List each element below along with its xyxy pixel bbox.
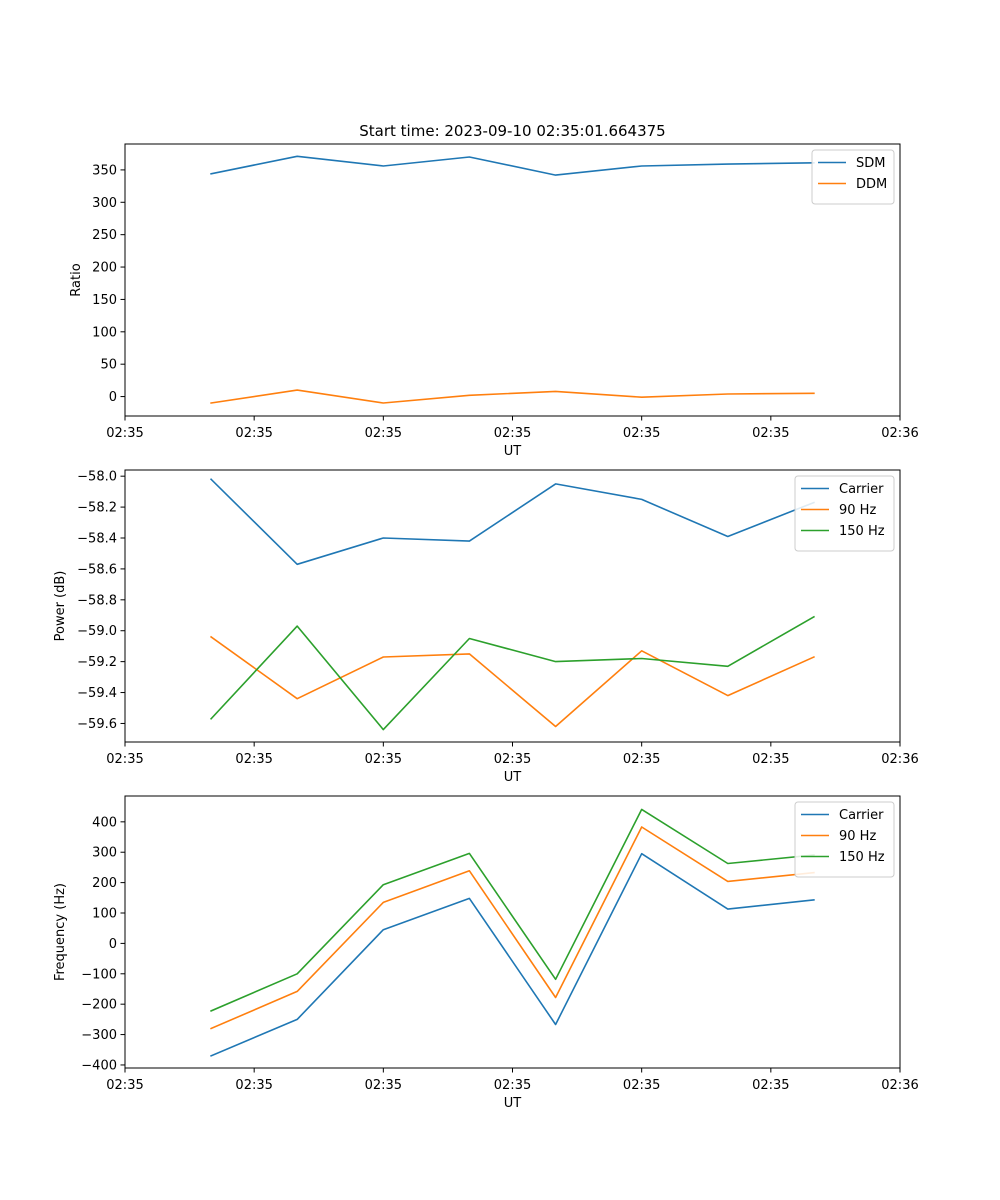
x-axis-label: UT — [504, 1096, 522, 1111]
x-tick-label: 02:35 — [235, 1078, 272, 1093]
legend-box — [811, 149, 895, 205]
x-axis-label: UT — [504, 770, 522, 785]
x-tick-label: 02:35 — [752, 426, 789, 441]
y-tick-label: 100 — [92, 325, 117, 340]
axes-frame — [124, 795, 901, 1069]
y-tick-label: −300 — [81, 1028, 117, 1043]
y-tick-label: 0 — [109, 937, 117, 952]
chart-panels: 02:35 02:35 02:35 02:35 02:35 02:35 02:36 0 50 10… — [53, 143, 919, 1111]
legend-label: 90 Hz — [839, 503, 876, 518]
series-line-90-hz — [210, 826, 815, 1030]
y-tick-label: −59.4 — [77, 686, 117, 701]
legend-label: Carrier — [839, 482, 884, 497]
x-tick-label: 02:35 — [365, 426, 402, 441]
y-tick-label: −200 — [81, 998, 117, 1013]
x-tick-label: 02:35 — [365, 752, 402, 767]
legend-label: Carrier — [839, 808, 884, 823]
y-axis-label: Frequency (Hz) — [53, 883, 68, 981]
series-line-carrier — [209, 478, 815, 566]
y-tick-label: 200 — [92, 261, 117, 276]
y-tick-label: 150 — [92, 293, 117, 308]
x-tick-label: 02:35 — [235, 426, 272, 441]
series-lines — [210, 808, 815, 1057]
x-tick-label: 02:35 — [235, 752, 272, 767]
y-tick-label: 250 — [92, 228, 117, 243]
y-tick-label: 50 — [100, 358, 117, 373]
legend-label: 150 Hz — [839, 850, 885, 865]
legend-label: 150 Hz — [839, 524, 885, 539]
legend-label: SDM — [856, 156, 885, 171]
x-tick-label: 02:36 — [881, 752, 918, 767]
x-ticks: 02:35 02:35 02:35 02:35 02:35 02:35 02:36 — [106, 1068, 919, 1093]
legend: Carrier 90 Hz 150 Hz — [794, 475, 895, 552]
y-ticks: 0 50 100 150 200 250 300 350 — [92, 163, 125, 405]
series-line-carrier — [210, 852, 815, 1057]
y-ticks: −400 −300 −200 −100 0 100 200 300 400 — [81, 815, 125, 1073]
y-tick-label: −58.2 — [77, 501, 117, 516]
y-tick-label: −59.6 — [77, 717, 117, 732]
y-tick-label: −58.6 — [77, 562, 117, 577]
y-tick-label: −59.0 — [77, 624, 117, 639]
y-axis-label: Power (dB) — [53, 571, 68, 642]
series-lines — [209, 478, 815, 731]
y-tick-label: −59.2 — [77, 655, 117, 670]
x-tick-label: 02:35 — [623, 1078, 660, 1093]
axes-frame — [124, 469, 901, 743]
x-tick-label: 02:35 — [494, 1078, 531, 1093]
y-tick-label: 300 — [92, 196, 117, 211]
x-tick-label: 02:35 — [752, 1078, 789, 1093]
x-tick-label: 02:35 — [623, 752, 660, 767]
x-tick-label: 02:35 — [752, 752, 789, 767]
series-line-150-hz — [210, 808, 815, 1012]
y-tick-label: 100 — [92, 907, 117, 922]
axes-frame — [124, 143, 901, 417]
chart-panel-3: 02:35 02:35 02:35 02:35 02:35 02:35 02:36−400−… — [53, 795, 919, 1111]
y-ticks: −58.0 −58.2 −58.4 −58.6 −58.8 −59.0 −59.2 −59.4… — [77, 470, 125, 732]
x-ticks: 02:35 02:35 02:35 02:35 02:35 02:35 02:36 — [106, 742, 919, 767]
y-tick-label: −100 — [81, 967, 117, 982]
y-tick-label: 200 — [92, 876, 117, 891]
x-tick-label: 02:35 — [106, 1078, 143, 1093]
y-tick-label: 300 — [92, 846, 117, 861]
x-tick-label: 02:35 — [106, 752, 143, 767]
legend: SDM DDM — [811, 149, 895, 205]
series-line-90-hz — [209, 635, 815, 728]
series-line-ddm — [210, 389, 815, 404]
x-tick-label: 02:35 — [106, 426, 143, 441]
x-tick-label: 02:36 — [881, 1078, 918, 1093]
y-tick-label: −58.0 — [77, 470, 117, 485]
legend-box — [794, 475, 895, 552]
y-tick-label: −400 — [81, 1058, 117, 1073]
y-axis-label: Ratio — [69, 263, 84, 296]
series-line-150-hz — [209, 615, 815, 731]
x-axis-label: UT — [504, 444, 522, 459]
x-ticks: 02:35 02:35 02:35 02:35 02:35 02:35 02:36 — [106, 416, 919, 441]
legend-box — [794, 801, 895, 878]
figure-title: Start time: 2023-09-10 02:35:01.664375 — [359, 122, 665, 140]
series-lines — [210, 155, 815, 404]
x-tick-label: 02:35 — [623, 426, 660, 441]
x-tick-label: 02:36 — [881, 426, 918, 441]
y-tick-label: −58.8 — [77, 593, 117, 608]
legend-label: 90 Hz — [839, 829, 876, 844]
x-tick-label: 02:35 — [365, 1078, 402, 1093]
legend-label: DDM — [856, 177, 887, 192]
legend: Carrier 90 Hz 150 Hz — [794, 801, 895, 878]
y-tick-label: 0 — [109, 390, 117, 405]
y-tick-label: −58.4 — [77, 532, 117, 547]
chart-panel-2: 02:35 02:35 02:35 02:35 02:35 02:35 02:36 −58.0… — [53, 469, 919, 785]
chart-panel-1: 02:35 02:35 02:35 02:35 02:35 02:35 02:36 0 50 10… — [69, 143, 919, 459]
y-tick-label: 400 — [92, 815, 117, 830]
x-tick-label: 02:35 — [494, 426, 531, 441]
x-tick-label: 02:35 — [494, 752, 531, 767]
y-tick-label: 350 — [92, 163, 117, 178]
series-line-sdm — [210, 155, 815, 176]
